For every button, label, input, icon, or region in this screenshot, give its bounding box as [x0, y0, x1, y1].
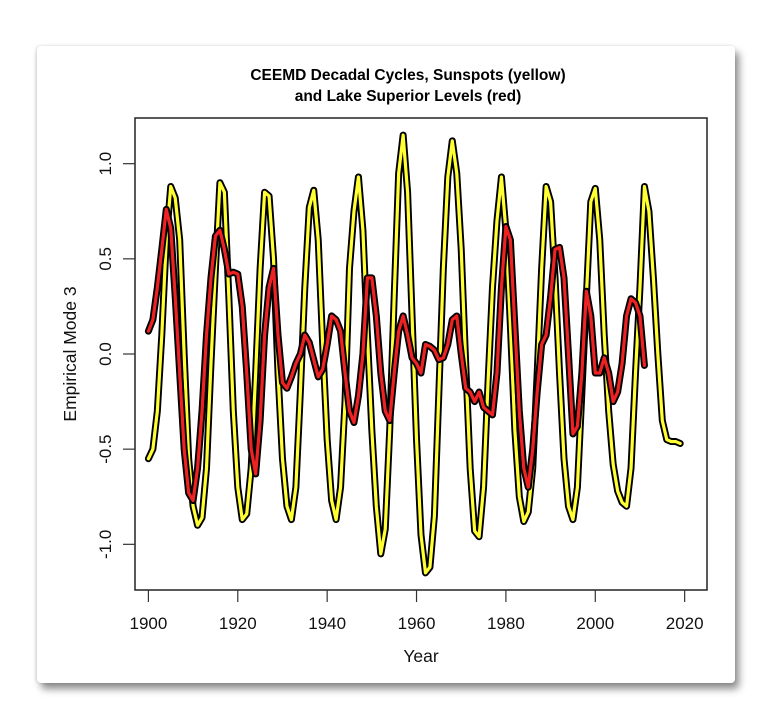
x-axis-label: Year [403, 646, 439, 666]
x-tick-label: 1920 [219, 614, 257, 633]
x-tick-label: 1940 [308, 614, 346, 633]
x-tick-label: 2020 [666, 614, 704, 633]
chart-title-line2: and Lake Superior Levels (red) [295, 88, 522, 105]
series-lake-superior-levels-line [146, 207, 647, 503]
x-tick-label: 1960 [398, 614, 436, 633]
chart-title: CEEMD Decadal Cycles, Sunspots (yellow) [250, 67, 565, 84]
x-tick-label: 1900 [129, 614, 167, 633]
y-axis-label: Empirical Mode 3 [60, 286, 80, 421]
y-tick-label: 1.0 [96, 152, 115, 176]
y-axis: -1.0 -0.5 0.0 0.5 1.0 [96, 152, 135, 559]
x-tick-label: 1980 [487, 614, 525, 633]
y-tick-label: 0.0 [96, 342, 115, 366]
series-layer [144, 131, 684, 577]
series-sunspots-line [146, 133, 682, 575]
x-axis: 1900 1920 1940 1960 1980 2000 2020 [129, 590, 704, 633]
y-tick-label: -0.5 [96, 435, 115, 464]
y-tick-label: 0.5 [96, 247, 115, 271]
y-tick-label: -1.0 [96, 530, 115, 559]
x-tick-label: 2000 [576, 614, 614, 633]
